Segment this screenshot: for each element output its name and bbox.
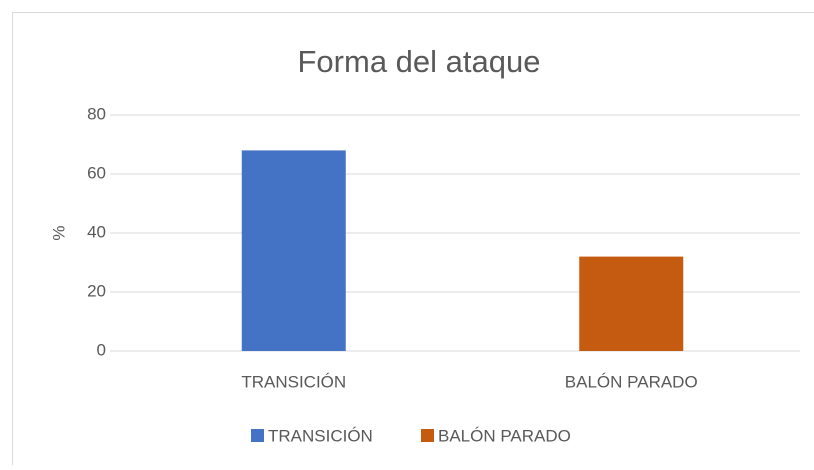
x-tick-label: TRANSICIÓN — [241, 372, 346, 391]
legend-swatch — [251, 429, 264, 442]
bar — [579, 257, 683, 351]
chart-border — [13, 13, 814, 466]
y-tick-label: 40 — [87, 222, 106, 241]
x-tick-label: BALÓN PARADO — [565, 372, 698, 391]
legend-swatch — [421, 429, 434, 442]
y-axis-label: % — [49, 225, 68, 240]
bar — [242, 150, 346, 351]
y-tick-label: 60 — [87, 163, 106, 182]
y-tick-label: 80 — [87, 104, 106, 123]
y-tick-label: 0 — [97, 340, 106, 359]
y-tick-label: 20 — [87, 281, 106, 300]
chart-title: Forma del ataque — [298, 44, 541, 79]
legend-label: TRANSICIÓN — [268, 426, 373, 445]
legend-label: BALÓN PARADO — [438, 426, 571, 445]
